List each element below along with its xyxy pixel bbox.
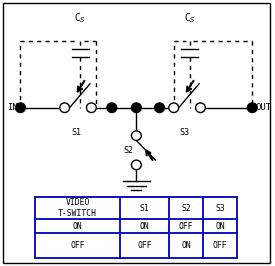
Text: S2: S2 — [181, 204, 191, 213]
Circle shape — [16, 103, 25, 113]
Circle shape — [248, 103, 257, 113]
Circle shape — [86, 103, 96, 113]
Text: OFF: OFF — [137, 241, 152, 250]
Text: ON: ON — [215, 222, 225, 231]
Text: S3: S3 — [179, 128, 189, 137]
Circle shape — [131, 160, 141, 170]
Circle shape — [131, 103, 141, 113]
Text: OFF: OFF — [70, 241, 85, 250]
Text: IN: IN — [7, 103, 18, 112]
Text: OUT: OUT — [255, 103, 271, 112]
Text: OFF: OFF — [213, 241, 227, 250]
Text: S1: S1 — [140, 204, 149, 213]
Text: ON: ON — [140, 222, 149, 231]
Circle shape — [169, 103, 179, 113]
Text: ON: ON — [73, 222, 82, 231]
Circle shape — [196, 103, 205, 113]
Circle shape — [155, 103, 164, 113]
Text: S1: S1 — [72, 128, 81, 137]
Text: C$_S$: C$_S$ — [183, 11, 196, 25]
Text: C$_S$: C$_S$ — [75, 11, 86, 25]
Text: S2: S2 — [124, 146, 134, 155]
FancyBboxPatch shape — [3, 3, 270, 263]
Text: S3: S3 — [215, 204, 225, 213]
Text: OFF: OFF — [179, 222, 193, 231]
Circle shape — [107, 103, 117, 113]
Text: ON: ON — [181, 241, 191, 250]
Circle shape — [131, 131, 141, 140]
FancyBboxPatch shape — [35, 197, 237, 258]
Circle shape — [60, 103, 70, 113]
Text: VIDEO
T-SWITCH: VIDEO T-SWITCH — [58, 198, 97, 218]
